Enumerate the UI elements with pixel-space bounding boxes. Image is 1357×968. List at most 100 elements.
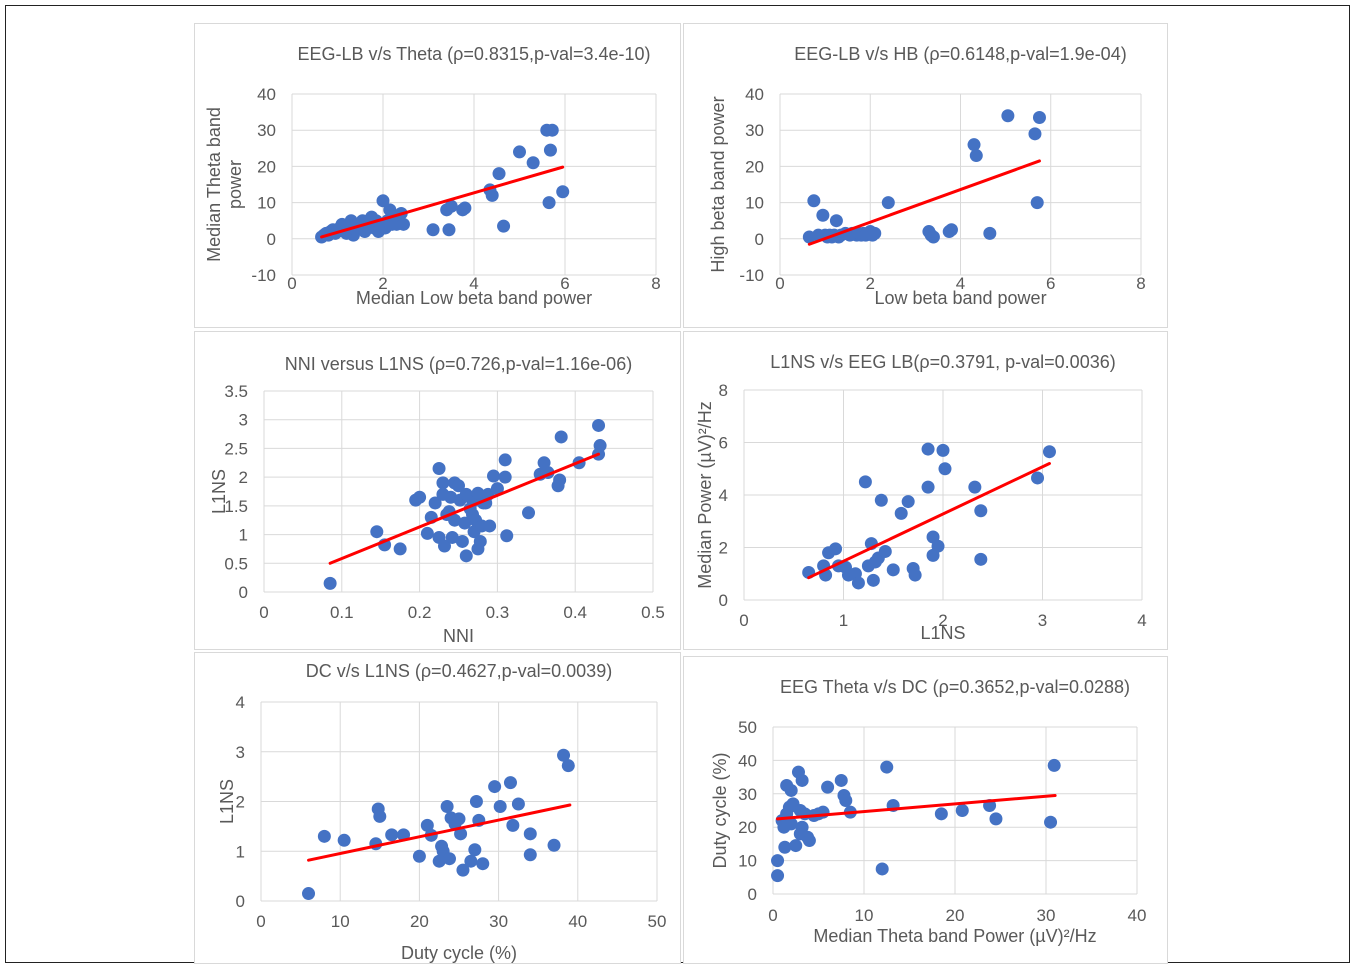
x-tick-label: 50 bbox=[648, 912, 667, 931]
y-axis-label: Median Theta band bbox=[204, 107, 224, 262]
data-point bbox=[1030, 196, 1044, 210]
data-point bbox=[936, 443, 950, 457]
chart-panel-dc-vs-l1ns: 0 1 2 3 4 0 10 20 30 40 50 DC v/s L1NS (ρ=0.4627,p-… bbox=[194, 652, 681, 964]
data-point bbox=[771, 854, 785, 868]
data-point bbox=[432, 462, 446, 476]
data-point bbox=[487, 469, 501, 483]
data-point bbox=[974, 552, 988, 566]
y-tick-label: 0 bbox=[719, 591, 728, 610]
chart-panel-eeg-theta-vs-dc: 0 10 20 30 40 50 0 10 20 30 40 EEG Theta v/s DC (ρ=… bbox=[683, 656, 1168, 964]
x-tick-label: 0 bbox=[287, 274, 296, 293]
data-point bbox=[476, 857, 490, 871]
y-tick-label: 40 bbox=[745, 85, 764, 104]
x-tick-label: 10 bbox=[331, 912, 350, 931]
data-point bbox=[878, 544, 892, 558]
data-point bbox=[542, 196, 556, 210]
data-point bbox=[795, 773, 809, 787]
x-tick-label: 20 bbox=[410, 912, 429, 931]
data-point bbox=[1001, 109, 1015, 123]
y-tick-label: 4 bbox=[236, 693, 245, 712]
data-point bbox=[543, 143, 557, 157]
data-point bbox=[385, 828, 399, 842]
data-point bbox=[881, 196, 895, 210]
x-tick-label: 0 bbox=[775, 274, 784, 293]
data-point bbox=[511, 797, 525, 811]
data-point bbox=[829, 542, 843, 556]
y-tick-label: 20 bbox=[745, 157, 764, 176]
data-point bbox=[938, 462, 952, 476]
data-point bbox=[921, 480, 935, 494]
data-point bbox=[989, 812, 1003, 826]
data-point bbox=[471, 486, 485, 500]
data-point bbox=[323, 576, 337, 590]
data-point bbox=[500, 529, 514, 543]
data-point bbox=[436, 476, 450, 490]
data-point bbox=[506, 818, 520, 832]
x-tick-label: 30 bbox=[489, 912, 508, 931]
x-tick-label: 2 bbox=[378, 274, 387, 293]
chart-svg: 0 0.5 1 1.5 2 2.5 3 3.5 0 0.1 0.2 0.3 0.4 0.5 NNI vers… bbox=[209, 354, 665, 646]
trendline bbox=[307, 803, 572, 862]
data-point bbox=[537, 456, 551, 470]
data-point bbox=[523, 827, 537, 841]
data-point bbox=[868, 226, 882, 240]
trendline bbox=[807, 462, 1051, 580]
data-point bbox=[444, 199, 458, 213]
x-tick-label: 3 bbox=[1038, 611, 1047, 630]
x-tick-label: 4 bbox=[469, 274, 478, 293]
data-point bbox=[428, 496, 442, 510]
data-point bbox=[413, 490, 427, 504]
data-point bbox=[456, 863, 470, 877]
x-tick-label: 0 bbox=[256, 912, 265, 931]
x-tick-label: 0.1 bbox=[330, 603, 354, 622]
data-point bbox=[370, 525, 384, 539]
data-point bbox=[866, 573, 880, 587]
data-point bbox=[778, 840, 792, 854]
x-axis-label: L1NS bbox=[920, 623, 965, 643]
y-tick-label: -10 bbox=[251, 266, 276, 285]
y-tick-label: 40 bbox=[738, 751, 757, 770]
data-point bbox=[934, 807, 948, 821]
y-tick-label: 10 bbox=[745, 194, 764, 213]
data-point bbox=[412, 849, 426, 863]
x-tick-label: 30 bbox=[1037, 906, 1056, 925]
chart-title: NNI versus L1NS (ρ=0.726,p-val=1.16e-06) bbox=[285, 354, 632, 374]
chart-svg: 0 10 20 30 40 50 0 10 20 30 40 EEG Theta v/s DC (ρ=… bbox=[710, 677, 1146, 946]
data-point bbox=[553, 473, 567, 487]
data-point bbox=[469, 795, 483, 808]
data-point bbox=[459, 549, 473, 563]
data-point bbox=[455, 534, 469, 548]
data-point bbox=[420, 818, 434, 832]
data-point bbox=[426, 223, 440, 237]
data-point bbox=[592, 418, 606, 432]
data-point bbox=[561, 759, 575, 773]
data-point bbox=[485, 188, 499, 202]
data-point bbox=[931, 539, 945, 553]
y-tick-label: 2 bbox=[239, 468, 248, 487]
data-point bbox=[458, 516, 472, 530]
data-point bbox=[452, 479, 465, 493]
x-tick-label: 0 bbox=[739, 611, 748, 630]
chart-panel-eeg-lb-vs-hb: -10 0 10 20 30 40 0 2 4 6 8 EEG-LB v/s HB (ρ=0.6148… bbox=[683, 23, 1168, 328]
y-axis-label: power bbox=[225, 160, 245, 209]
x-axis-label: Duty cycle (%) bbox=[401, 943, 517, 963]
chart-svg: -10 0 10 20 30 40 0 2 4 6 8 EEG-LB v/s HB (ρ=0.6148… bbox=[708, 44, 1146, 308]
data-point bbox=[526, 156, 540, 170]
x-tick-label: 0 bbox=[259, 603, 268, 622]
data-point bbox=[875, 862, 889, 876]
data-point bbox=[464, 854, 478, 868]
y-axis-label: L1NS bbox=[209, 469, 229, 514]
trendline bbox=[328, 452, 601, 565]
y-tick-label: 1 bbox=[236, 842, 245, 861]
data-point bbox=[829, 214, 843, 228]
data-point bbox=[955, 804, 969, 817]
y-tick-label: 30 bbox=[745, 121, 764, 140]
x-tick-label: 10 bbox=[855, 906, 874, 925]
data-point bbox=[396, 217, 410, 231]
x-tick-label: 0.4 bbox=[563, 603, 587, 622]
y-axis-label: Median Power (µV)²/Hz bbox=[695, 401, 715, 588]
x-tick-label: 4 bbox=[1137, 611, 1146, 630]
x-tick-label: 6 bbox=[1046, 274, 1055, 293]
x-axis-label: Low beta band power bbox=[874, 288, 1046, 308]
data-point bbox=[557, 748, 571, 762]
